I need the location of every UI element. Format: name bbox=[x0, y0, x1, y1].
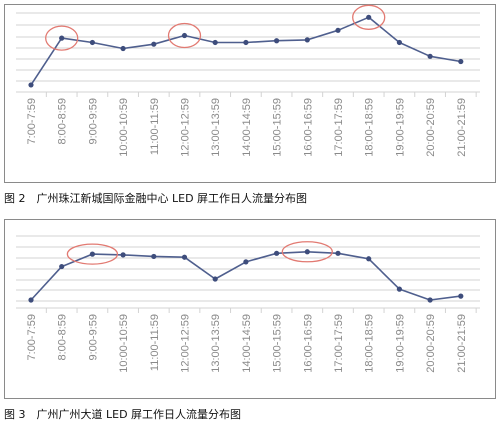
data-point bbox=[59, 263, 65, 270]
x-tick-label: 19:00-19:59 bbox=[394, 98, 406, 157]
x-tick-label: 15:00-15:59 bbox=[272, 98, 284, 157]
highlight-circle bbox=[281, 241, 333, 263]
data-point bbox=[335, 250, 341, 256]
x-tick-label: 13:00-13:59 bbox=[210, 98, 222, 157]
highlight-circle bbox=[66, 243, 119, 265]
data-point bbox=[427, 297, 433, 303]
series-line bbox=[30, 16, 461, 86]
data-point bbox=[120, 45, 126, 52]
x-tick-label: 14:00-14:59 bbox=[241, 314, 253, 373]
x-tick-label: 21:00-21:59 bbox=[456, 314, 468, 373]
data-point bbox=[274, 38, 280, 44]
chart-panel-fig3: 7:00-7:59 8:00-8:59 9:00-9:59 10:00-10:59 11… bbox=[0, 215, 500, 403]
x-tick-label: 19:00-19:59 bbox=[394, 314, 406, 373]
data-point bbox=[28, 82, 34, 88]
data-point bbox=[181, 254, 188, 260]
data-point bbox=[181, 32, 188, 39]
highlight-circle bbox=[352, 4, 386, 30]
chart-frame bbox=[4, 219, 496, 399]
data-point bbox=[212, 276, 218, 282]
x-tick-label: 16:00-16:59 bbox=[302, 314, 314, 373]
data-point bbox=[274, 250, 280, 256]
data-point bbox=[396, 39, 402, 46]
data-point bbox=[151, 41, 157, 47]
data-point bbox=[89, 251, 95, 257]
chart-panel-fig2: 7:00-7:59 8:00-8:59 9:00-9:59 10:00-10:59 11… bbox=[0, 0, 500, 187]
x-tick-label: 13:00-13:59 bbox=[210, 314, 222, 373]
x-tick-label: 7:00-7:59 bbox=[26, 98, 38, 144]
line-chart-fig3: 7:00-7:59 8:00-8:59 9:00-9:59 10:00-10:59 11… bbox=[16, 235, 480, 373]
x-tick-label: 17:00-17:59 bbox=[333, 98, 345, 157]
chart-frame bbox=[4, 4, 496, 183]
x-tick-label: 10:00-10:59 bbox=[118, 98, 130, 157]
series-line bbox=[30, 250, 461, 301]
x-tick-label: 14:00-14:59 bbox=[241, 98, 253, 157]
x-tick-label: 8:00-8:59 bbox=[57, 314, 69, 360]
data-point bbox=[427, 53, 433, 59]
x-tick-label: 20:00-20:59 bbox=[425, 314, 437, 373]
data-point bbox=[28, 297, 34, 303]
x-tick-label: 10:00-10:59 bbox=[118, 314, 130, 373]
x-tick-label: 18:00-18:59 bbox=[364, 314, 376, 373]
data-point bbox=[243, 259, 249, 265]
x-tick-label: 11:00-11:59 bbox=[149, 314, 161, 371]
x-tick-label: 11:00-11:59 bbox=[149, 98, 161, 155]
data-point bbox=[458, 58, 464, 65]
x-tick-label: 17:00-17:59 bbox=[333, 314, 345, 373]
x-tick-label: 18:00-18:59 bbox=[364, 98, 376, 157]
x-tick-label: 20:00-20:59 bbox=[425, 98, 437, 157]
x-tick-label: 16:00-16:59 bbox=[302, 98, 314, 157]
x-tick-label: 9:00-9:59 bbox=[87, 98, 99, 144]
x-tick-label: 8:00-8:59 bbox=[57, 98, 69, 144]
highlight-circle bbox=[45, 25, 79, 51]
data-point bbox=[120, 252, 126, 258]
data-point bbox=[243, 39, 249, 46]
x-tick-label: 9:00-9:59 bbox=[87, 314, 99, 360]
data-point bbox=[151, 253, 157, 260]
highlight-circle bbox=[167, 22, 202, 49]
data-point bbox=[212, 39, 218, 46]
data-point bbox=[366, 14, 372, 20]
data-point bbox=[458, 293, 464, 299]
x-tick-label: 7:00-7:59 bbox=[26, 314, 38, 360]
figure-caption-fig3: 图 3 广州广州大道 LED 屏工作日人流量分布图 bbox=[4, 408, 242, 421]
x-tick-label: 21:00-21:59 bbox=[456, 98, 468, 157]
data-point bbox=[396, 286, 402, 292]
line-chart-fig2: 7:00-7:59 8:00-8:59 9:00-9:59 10:00-10:59 11… bbox=[16, 4, 480, 157]
data-point bbox=[89, 39, 95, 46]
data-point bbox=[366, 256, 372, 262]
x-tick-label: 12:00-12:59 bbox=[180, 314, 192, 373]
x-tick-label: 12:00-12:59 bbox=[180, 98, 192, 157]
data-point bbox=[335, 27, 341, 33]
data-point bbox=[59, 35, 65, 41]
data-point bbox=[304, 249, 310, 255]
x-tick-label: 15:00-15:59 bbox=[272, 314, 284, 373]
data-point bbox=[304, 37, 310, 43]
figure-caption-fig2: 图 2 广州珠江新城国际金融中心 LED 屏工作日人流量分布图 bbox=[4, 192, 308, 205]
